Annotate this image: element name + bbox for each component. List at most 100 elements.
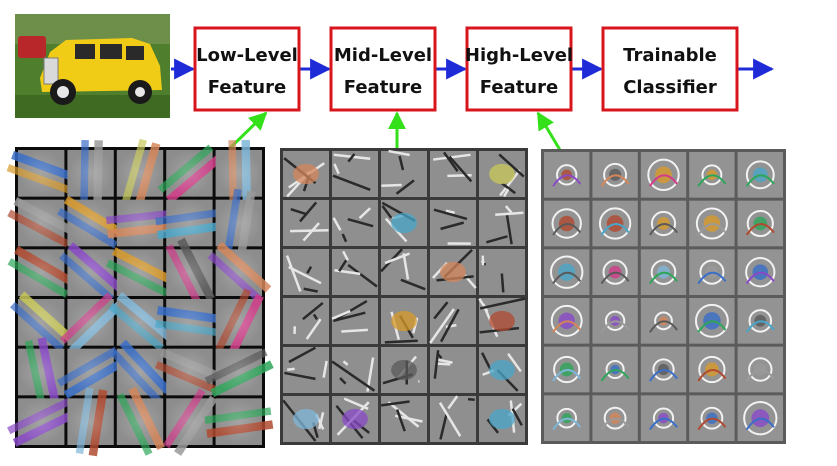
feature-cell [689,298,735,344]
feature-cell [56,346,126,399]
feature-cell [737,346,783,393]
feature-cell [737,200,783,247]
stage-label-line1: Trainable [623,45,717,66]
feature-cell [155,299,224,346]
feature-cell [7,398,77,447]
feature-cell [737,395,783,441]
feature-cell [640,200,687,247]
feature-cell [105,247,175,297]
feature-cell [381,200,427,246]
feature-cell [282,396,329,442]
feature-cell [592,200,638,247]
feature-cell [479,396,525,442]
feature-cell [108,292,173,352]
feature-cell [381,298,427,344]
feature-cell [544,152,590,198]
stage-label-line2: Feature [480,77,558,98]
feature-cell [430,200,476,246]
feature-cell [215,188,262,258]
grid-background [541,149,786,444]
low-level-filters-grid [6,138,274,457]
feature-cell [737,298,783,344]
stage-label-line2: Feature [208,77,286,98]
feature-cell [430,151,476,197]
feature-cell [67,387,114,457]
feature-cell [215,139,262,207]
feature-cell [67,139,114,207]
feature-cell [640,152,687,198]
feature-cell [544,346,590,393]
feature-cell [592,395,638,441]
feature-cell [163,388,218,456]
feature-cell [689,395,735,441]
feature-cell [430,248,477,295]
stage-label-line2: Feature [344,77,422,98]
feature-cell [332,396,378,442]
feature-cell [479,347,525,393]
feature-cell [737,152,783,198]
feature-cell [380,248,427,295]
feature-cell [9,291,74,352]
feature-cell [689,152,735,198]
high-level-features-grid [541,149,786,444]
feature-cell [689,200,735,247]
feature-cell [157,144,223,204]
stage-box-mid-level: Mid-Level Feature [329,26,437,112]
stage-label-line2: Classifier [623,77,717,98]
feature-cell [640,395,687,441]
input-car-photo [15,14,170,118]
feature-cell [544,200,590,247]
grid-background [280,148,528,445]
feature-cell [18,337,65,407]
feature-cell [479,151,525,198]
feature-cell [381,149,427,197]
feature-cell [544,395,590,441]
feature-cell [592,152,638,198]
feature-cell [155,199,224,247]
feature-cell [592,249,638,295]
stage-box-classifier: Trainable Classifier [601,26,739,112]
feature-cell [59,292,123,354]
feature-cell [283,200,329,246]
feature-cell [283,249,329,295]
feature-cell [165,237,215,307]
stage-label-line1: High-Level [465,45,573,66]
stage-box-low-level: Low-Level Feature [193,26,301,112]
feature-cell [7,197,76,248]
link-arrows [226,111,562,152]
feature-cell [105,199,175,247]
feature-cell [204,398,274,445]
feature-cell [479,249,525,295]
feature-cell [207,241,272,303]
stage-label-line1: Mid-Level [334,45,432,66]
stage-label-line1: Low-Level [196,45,298,66]
feature-cell [283,298,329,344]
feature-cell [110,339,172,403]
feature-cell [116,386,166,456]
feature-cell [429,298,476,344]
stage-box-high-level: High-Level Feature [465,26,573,112]
feature-cell [331,298,378,344]
feature-cell [332,151,378,197]
feature-cell [640,249,687,295]
feature-cell [331,347,378,393]
feature-cell [479,200,525,246]
link-arrow-high [536,111,562,151]
feature-cell [381,347,427,393]
feature-cell [737,249,783,295]
feature-cell [592,346,638,393]
feature-cell [6,150,77,197]
feature-cell [380,396,427,442]
feature-cell [59,242,124,302]
feature-cell [283,151,329,198]
feature-cell [155,348,225,396]
feature-cell [332,200,378,246]
feature-cell [430,347,476,393]
feature-cell [215,288,264,358]
feature-cell [544,249,590,295]
feature-cell [57,195,126,249]
mid-level-features-grid [280,148,528,445]
feature-cell [7,245,76,298]
feature-cell [640,298,687,344]
